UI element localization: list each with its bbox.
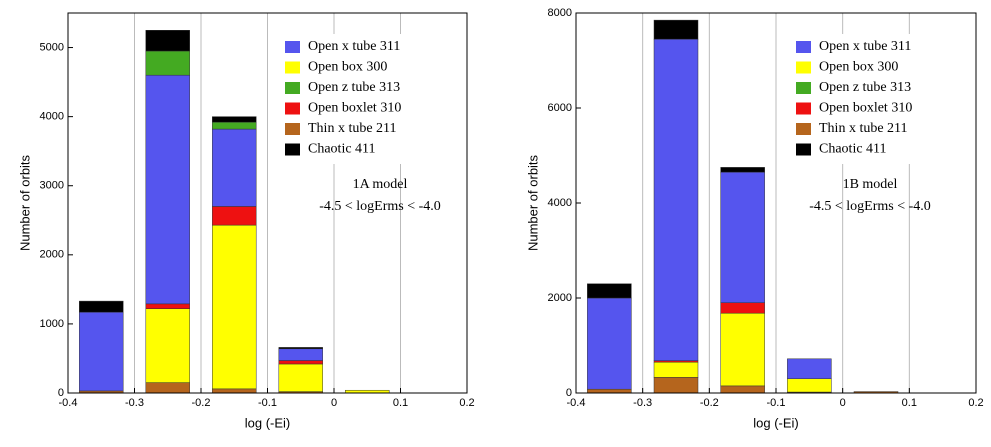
x-tick-label: 0: [331, 397, 337, 409]
x-tick-label: -0.3: [633, 397, 652, 409]
bar-segment: [720, 171, 765, 303]
bar-segment: [212, 121, 257, 130]
legend-label: Open boxlet 310: [819, 101, 912, 116]
x-tick-label: -0.2: [700, 397, 719, 409]
y-axis-label: Number of orbits: [17, 154, 32, 251]
legend-swatch: [796, 143, 811, 156]
x-tick-label: -0.3: [125, 397, 144, 409]
bar-segment: [145, 382, 190, 394]
legend-swatch: [796, 123, 811, 135]
x-tick-label: -0.1: [767, 397, 786, 409]
bar-segment: [653, 361, 699, 378]
legend-label: Thin x tube 211: [308, 121, 397, 136]
legend-label: Open x tube 311: [819, 39, 911, 54]
legend-label: Chaotic 411: [819, 142, 887, 157]
x-tick-label: 0.2: [459, 397, 474, 409]
x-tick-label: -0.4: [59, 397, 78, 409]
annotation: -4.5 < logErms < -4.0: [809, 199, 931, 214]
bar-segment: [278, 347, 323, 350]
y-tick-label: 2000: [548, 292, 572, 304]
legend-label: Chaotic 411: [308, 142, 376, 157]
bar-segment: [720, 302, 765, 314]
chart: -0.4 -0.3 -0.2 -0.1 0 0.1 0.2 0 2000 4000 6000 8000…: [525, 7, 983, 431]
legend-swatch: [285, 102, 300, 115]
bar-segment: [587, 297, 632, 390]
x-tick-label: -0.1: [258, 397, 277, 409]
x-tick-label: -0.4: [567, 397, 586, 409]
legend-label: Open z tube 313: [308, 80, 400, 95]
x-axis-label: log (-Ei): [245, 415, 291, 430]
legend-label: Open box 300: [819, 60, 898, 75]
y-tick-label: 0: [566, 387, 572, 399]
legend-label: Open boxlet 310: [308, 101, 401, 116]
legend-swatch: [796, 61, 811, 74]
bar-segment: [212, 206, 257, 226]
bar-segment: [79, 300, 124, 313]
bar-segment: [278, 360, 323, 365]
legend-swatch: [285, 123, 300, 135]
bar-segment: [278, 348, 323, 361]
bar-segment: [145, 30, 190, 52]
legend-swatch: [796, 82, 811, 94]
x-tick-label: 0: [840, 397, 846, 409]
x-tick-label: -0.2: [192, 397, 211, 409]
bar-segment: [212, 128, 257, 207]
chart: -0.4 -0.3 -0.2 -0.1 0 0.1 0.2 0 1000 2000 3000 4000…: [17, 12, 475, 430]
bar-segment: [212, 224, 257, 390]
legend-label: Open z tube 313: [819, 80, 911, 95]
bar-segment: [653, 38, 699, 361]
bar-segment: [653, 19, 699, 40]
bar-segment: [720, 312, 765, 387]
y-tick-label: 6000: [548, 102, 572, 114]
bar-segment: [79, 311, 124, 392]
y-tick-label: 2000: [40, 249, 64, 261]
bar-segment: [145, 74, 190, 305]
bar-segment: [212, 388, 257, 394]
x-tick-label: 0.2: [968, 397, 983, 409]
bar-segment: [278, 363, 323, 392]
x-tick-label: 0.1: [393, 397, 408, 409]
bar-segment: [787, 358, 832, 379]
legend-swatch: [796, 102, 811, 115]
y-tick-label: 5000: [40, 41, 64, 53]
y-tick-label: 8000: [548, 7, 572, 19]
bar-segment: [145, 303, 190, 309]
y-tick-label: 4000: [548, 197, 572, 209]
bar-segment: [145, 308, 190, 383]
legend-swatch: [285, 143, 300, 156]
y-tick-label: 1000: [40, 318, 64, 330]
legend-swatch: [285, 61, 300, 74]
bar-segment: [587, 283, 632, 299]
legend-label: Open x tube 311: [308, 39, 400, 54]
y-axis-label: Number of orbits: [525, 154, 540, 251]
y-tick-label: 4000: [40, 111, 64, 123]
y-tick-label: 0: [58, 387, 64, 399]
bar-segment: [720, 385, 765, 394]
legend-swatch: [285, 82, 300, 94]
x-tick-label: 0.1: [902, 397, 917, 409]
legend-label: Open box 300: [308, 60, 387, 75]
legend-background: [279, 34, 449, 164]
annotation: 1A model: [353, 177, 408, 192]
annotation: 1B model: [843, 177, 898, 192]
legend-swatch: [285, 41, 300, 53]
bar-segment: [587, 388, 632, 394]
legend-label: Thin x tube 211: [819, 121, 908, 136]
y-tick-label: 3000: [40, 180, 64, 192]
bar-segment: [787, 378, 832, 393]
x-axis-label: log (-Ei): [753, 415, 799, 430]
bar-segment: [720, 167, 765, 173]
bar-segment: [653, 377, 699, 394]
bar-segment: [145, 50, 190, 76]
bar-segment: [212, 116, 257, 123]
annotation: -4.5 < logErms < -4.0: [319, 199, 441, 214]
legend-background: [790, 34, 960, 164]
legend-swatch: [796, 41, 811, 53]
